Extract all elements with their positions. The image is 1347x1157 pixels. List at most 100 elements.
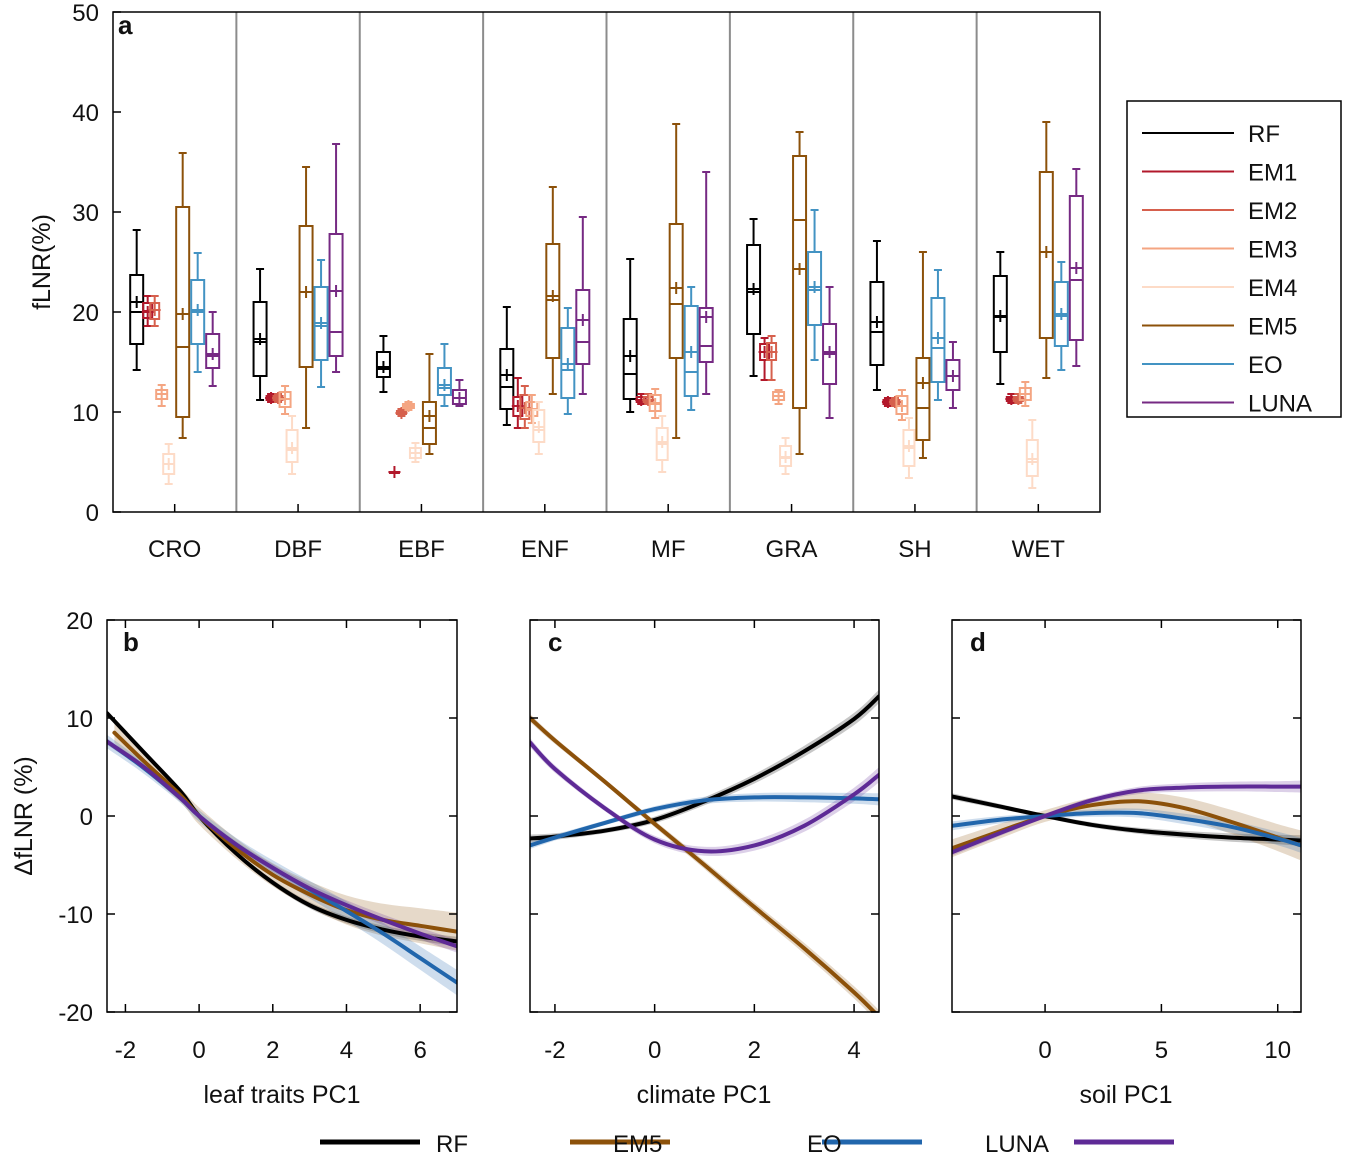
box-EO-EBF [436,343,452,407]
box-iqr [436,367,452,396]
box-LUNA-EBF [451,379,467,407]
x-tick-label: 0 [648,1037,661,1064]
bottom-legend-label-EM5: EM5 [613,1131,662,1157]
x-tick-label: 2 [748,1037,761,1064]
curve-EM5 [530,716,877,1012]
x-tick-label: 4 [847,1037,860,1064]
x-tick-label: 0 [1038,1037,1051,1064]
box-EM3-WET [1018,381,1032,407]
bottom-legend: RF EM5 EO LUNA [320,1131,1174,1157]
y-tick-label: 10 [66,706,93,733]
category-label-WET: WET [1012,536,1066,563]
curve-EM5 [112,730,457,934]
x-tick-label: -2 [115,1037,136,1064]
box-iqr [575,289,591,365]
box-LUNA-DBF [328,143,344,373]
x-tick-label: 2 [266,1037,279,1064]
confidence-band-RF [530,689,879,843]
y-tick-label: 20 [66,608,93,635]
panel-a-axes-frame [112,11,1101,513]
box-EM4-DBF [285,415,299,475]
box-EO-DBF [313,259,329,388]
legend-label-EO: EO [1248,352,1283,379]
confidence-band-EO [952,808,1301,853]
panel-c-label: c [548,627,562,657]
x-tick-label: 10 [1264,1037,1291,1064]
box-iqr [298,225,314,368]
legend-label-EM1: EM1 [1248,160,1297,187]
box-iqr [622,318,638,400]
legend-label-EM2: EM2 [1248,198,1297,225]
box-RF-DBF [252,268,268,401]
box-iqr [915,357,931,441]
category-label-EBF: EBF [398,536,445,563]
legend-label-EM4: EM4 [1248,275,1297,302]
y-tick-label: 50 [72,0,99,27]
box-EM1-EBF [388,466,401,478]
box-EM5-EBF [421,353,437,455]
confidence-band-RF [952,793,1301,846]
x-tick-label: -2 [544,1037,565,1064]
box-iqr [252,301,268,377]
box-RF-MF [622,258,638,413]
y-tick-label: 0 [80,804,93,831]
box-EO-GRA [807,209,823,361]
box-iqr [792,155,808,409]
box-iqr [668,223,684,359]
bottom-legend-label-RF: RF [436,1131,468,1157]
box-iqr [175,206,191,418]
legend-label-RF: RF [1248,121,1280,148]
category-label-SH: SH [898,536,931,563]
box-iqr [807,251,823,326]
panel-a-category-labels: CRO DBF EBF ENF MF GRA SH WET [148,504,1065,563]
box-iqr [421,401,437,445]
box-EM3-CRO [155,384,169,407]
box-EM3-SH [895,389,909,421]
box-EO-MF [683,286,699,411]
x-tick-label: 6 [413,1037,426,1064]
panel-c-x-axis-label: climate PC1 [637,1081,772,1109]
panel-b-x-axis-label: leaf traits PC1 [203,1081,360,1109]
box-EM4-SH [902,417,916,479]
x-tick-label: 4 [340,1037,353,1064]
box-RF-CRO [129,229,145,371]
box-LUNA-WET [1068,168,1084,367]
panel-a-y-axis-label: fLNR(%) [28,214,56,310]
box-RF-GRA [746,218,762,377]
confidence-band-EM5 [530,714,879,1012]
panel-d-curves [952,780,1301,861]
y-tick-label: 40 [72,100,99,127]
box-EM5-WET [1038,121,1054,379]
box-EM5-GRA [792,131,808,455]
panel-b-curves [107,710,457,996]
box-EM3-GRA [772,389,786,405]
curve-LUNA [107,739,457,949]
panel-a-boxplot: 0 10 20 30 40 50 CRO DBF EBF ENF MF GRA SH WET a fLN… [28,0,1342,563]
panel-d-soil: 0 5 10 d soil PC1 [951,619,1302,1109]
box-iqr [746,244,762,335]
box-RF-ENF [499,306,515,426]
panel-d-x-axis-label: soil PC1 [1079,1081,1172,1109]
box-EM2-EBF [395,407,408,419]
box-EM4-ENF [532,401,546,455]
box-EM5-DBF [298,166,314,429]
box-EO-CRO [190,252,206,373]
box-iqr [1068,195,1084,341]
confidence-band-EM5 [114,722,457,951]
bottom-legend-label-LUNA: LUNA [985,1131,1049,1157]
box-EO-ENF [560,307,576,415]
category-label-DBF: DBF [274,536,322,563]
curve-EO [530,795,879,848]
bottom-legend-label-EO: EO [807,1131,842,1157]
box-iqr [1053,281,1069,347]
box-EM5-CRO [175,152,191,439]
box-iqr [328,233,344,357]
box-EM5-ENF [545,186,561,395]
box-EM2-ENF [518,385,531,429]
box-EM1-SH [881,396,894,408]
panel-d-label: d [970,627,986,657]
box-LUNA-CRO [205,311,221,387]
category-label-ENF: ENF [521,536,569,563]
box-EM4-MF [655,415,669,473]
